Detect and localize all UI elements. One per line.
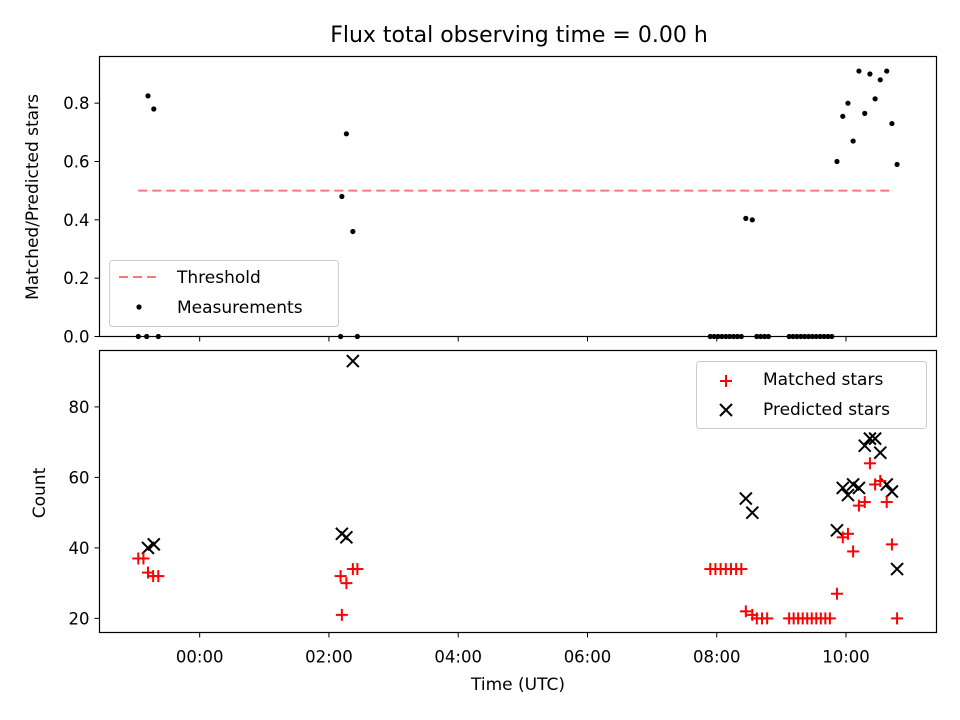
count-x-tick-label: 00:00 bbox=[176, 648, 224, 667]
threshold-legend-label: Threshold bbox=[176, 268, 261, 288]
measurement-point bbox=[872, 96, 878, 102]
count-y-axis-label: Count bbox=[30, 467, 50, 518]
matched-stars-point bbox=[761, 612, 774, 625]
measurement-point bbox=[339, 193, 345, 200]
measurement-point bbox=[867, 71, 873, 77]
count-axes-frame bbox=[98, 349, 938, 634]
matched-stars-point bbox=[891, 612, 904, 625]
predicted-stars-point bbox=[873, 446, 887, 460]
count-panel: 00:00 02:00 04:00 06:00 08:00 10:00 20 40 60 80 C… bbox=[30, 349, 938, 695]
matched-stars-point bbox=[823, 612, 836, 625]
predicted-stars-point bbox=[339, 530, 354, 545]
measurement-point bbox=[749, 217, 755, 223]
matched-stars-point bbox=[137, 552, 150, 565]
ratio-y-tick-label: 0.6 bbox=[63, 153, 89, 172]
ratio-ticks: 0.0 0.2 0.4 0.6 0.8 bbox=[63, 94, 847, 347]
count-x-tick-label: 08:00 bbox=[693, 648, 741, 667]
measurement-point bbox=[884, 68, 890, 74]
predicted-stars-point bbox=[852, 481, 866, 495]
predicted-stars-point bbox=[346, 354, 360, 368]
matched-legend-swatch bbox=[720, 375, 732, 387]
measurements-legend-label: Measurements bbox=[177, 298, 303, 318]
ratio-y-axis-label: Matched/Predicted stars bbox=[23, 94, 43, 300]
ratio-y-tick-label: 0.2 bbox=[63, 269, 89, 288]
predicted-legend-swatch bbox=[719, 403, 733, 417]
count-ticks: 00:00 02:00 04:00 06:00 08:00 10:00 20 40 60 80 bbox=[69, 398, 870, 667]
matched-stars-point bbox=[841, 527, 854, 540]
count-y-tick-label: 80 bbox=[69, 398, 90, 417]
matched-stars-point bbox=[152, 570, 165, 583]
count-marks bbox=[132, 354, 904, 625]
count-y-tick-label: 20 bbox=[69, 609, 90, 628]
matched-stars-point bbox=[335, 608, 348, 621]
measurement-point bbox=[834, 158, 840, 165]
predicted-legend-label: Predicted stars bbox=[763, 400, 890, 420]
count-x-tick-label: 02:00 bbox=[305, 648, 353, 667]
measurement-point bbox=[145, 93, 151, 99]
ratio-y-tick-label: 0.0 bbox=[63, 328, 89, 347]
ratio-legend: Threshold Measurements bbox=[109, 260, 339, 327]
figure-title: Flux total observing time = 0.00 h bbox=[330, 23, 708, 48]
measurement-point bbox=[889, 120, 895, 127]
matched-stars-point bbox=[885, 538, 898, 551]
count-y-tick-label: 60 bbox=[69, 468, 90, 487]
measurement-point bbox=[856, 68, 862, 74]
ratio-y-tick-label: 0.8 bbox=[63, 94, 89, 113]
measurement-point bbox=[862, 110, 868, 116]
count-x-tick-label: 04:00 bbox=[434, 648, 482, 667]
matched-stars-point bbox=[858, 496, 871, 509]
predicted-stars-point bbox=[863, 431, 877, 446]
predicted-stars-point bbox=[890, 562, 904, 576]
predicted-stars-point bbox=[868, 431, 882, 446]
ratio-axes-frame bbox=[98, 55, 938, 338]
matched-stars-point bbox=[351, 563, 364, 576]
measurement-point bbox=[894, 161, 900, 168]
measurement-point bbox=[343, 131, 349, 137]
predicted-stars-point bbox=[739, 491, 753, 506]
predicted-stars-point bbox=[836, 481, 850, 495]
measurements-legend-swatch bbox=[136, 304, 142, 310]
matched-stars-point bbox=[863, 457, 876, 470]
predicted-stars-point bbox=[147, 537, 161, 552]
matched-stars-point bbox=[735, 563, 748, 576]
matched-stars-point bbox=[340, 577, 353, 590]
count-x-axis-label: Time (UTC) bbox=[470, 675, 565, 695]
measurement-point bbox=[877, 77, 883, 83]
measurement-point bbox=[151, 106, 157, 112]
count-legend: Matched stars Predicted stars bbox=[696, 361, 927, 429]
matched-stars-point bbox=[739, 605, 752, 618]
measurement-point bbox=[743, 215, 749, 221]
ratio-y-tick-label: 0.4 bbox=[63, 211, 89, 230]
matched-stars-point bbox=[334, 570, 347, 583]
predicted-stars-point bbox=[858, 438, 872, 453]
count-legend-box bbox=[696, 361, 927, 429]
measurement-point bbox=[850, 138, 856, 144]
count-x-tick-label: 10:00 bbox=[822, 648, 870, 667]
matched-legend-label: Matched stars bbox=[763, 370, 883, 390]
ratio-legend-box bbox=[109, 260, 339, 327]
measurement-point bbox=[350, 228, 356, 235]
predicted-stars-point bbox=[745, 505, 760, 520]
matched-stars-point bbox=[830, 587, 843, 600]
count-x-tick-label: 06:00 bbox=[564, 648, 612, 667]
measurement-point bbox=[845, 100, 851, 106]
matched-stars-point bbox=[847, 545, 860, 558]
predicted-stars-point bbox=[841, 488, 855, 502]
ratio-panel: 0.00.20.40.60.8 Matched/Predicted stars … bbox=[23, 55, 938, 347]
predicted-stars-point bbox=[885, 484, 899, 499]
matched-stars-point bbox=[880, 496, 893, 509]
predicted-stars-point bbox=[830, 523, 844, 537]
matched-stars-point bbox=[874, 474, 887, 487]
count-y-tick-label: 40 bbox=[69, 539, 90, 558]
measurement-point bbox=[840, 113, 846, 119]
